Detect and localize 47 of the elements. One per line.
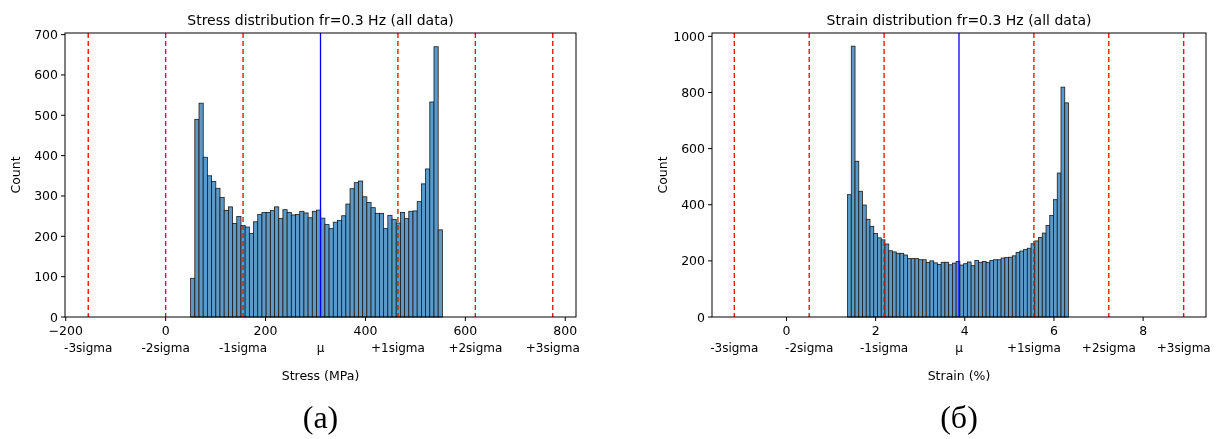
- y-tick-label: 200: [34, 228, 59, 244]
- ref-line-label: +2sigma: [448, 341, 503, 355]
- x-tick-label: 6: [1049, 323, 1058, 338]
- y-tick-label: 800: [681, 84, 706, 100]
- x-axis-title: Strain (%): [927, 368, 991, 383]
- ref-line-label: +2sigma: [1081, 341, 1136, 355]
- ref-line-label: +1sigma: [370, 341, 425, 355]
- ref-line-label: μ: [955, 341, 964, 355]
- x-tick-label: 8: [1139, 323, 1148, 338]
- x-axis-title: Stress (MPa): [281, 368, 360, 383]
- y-tick-label: 400: [681, 197, 706, 213]
- x-tick-label: 2: [871, 323, 880, 338]
- y-tick-label: 0: [697, 309, 706, 325]
- chart-title: Strain distribution fr=0.3 Hz (all data): [826, 12, 1092, 28]
- y-tick-label: 600: [34, 67, 59, 83]
- ref-line-label: -3sigma: [710, 341, 759, 355]
- y-axis-title: Count: [8, 156, 23, 194]
- x-tick-label: 4: [960, 323, 969, 338]
- y-tick-label: 400: [34, 148, 59, 164]
- y-axis-title: Count: [655, 156, 670, 194]
- text: (б): [940, 399, 978, 435]
- ref-line-label: +3sigma: [1156, 341, 1211, 355]
- text: (a): [302, 399, 339, 435]
- y-tick-label: 700: [34, 27, 59, 43]
- ref-line-label: +3sigma: [525, 341, 580, 355]
- x-tick-label: 200: [253, 323, 278, 338]
- x-tick-label: 0: [782, 323, 791, 338]
- x-tick-label: 800: [553, 323, 578, 338]
- x-tick-label: 600: [453, 323, 478, 338]
- ref-line-label: -2sigma: [141, 341, 190, 355]
- ref-line-label: +1sigma: [1006, 341, 1061, 355]
- x-tick-label: 0: [161, 323, 170, 338]
- y-tick-label: 200: [681, 253, 706, 269]
- y-tick-label: 100: [34, 269, 59, 285]
- ref-line-label: μ: [316, 341, 325, 355]
- y-tick-label: 300: [34, 188, 59, 204]
- y-tick-label: 0: [50, 309, 59, 325]
- chart-title: Stress distribution fr=0.3 Hz (all data): [187, 12, 454, 28]
- ref-line-label: -1sigma: [218, 341, 268, 355]
- y-tick-label: 500: [34, 107, 59, 123]
- y-tick-label: 1000: [673, 28, 706, 44]
- ref-line-label: -2sigma: [785, 341, 834, 355]
- ref-line-label: -3sigma: [64, 341, 113, 355]
- ref-line-label: -1sigma: [859, 341, 909, 355]
- x-tick-label: 400: [353, 323, 378, 338]
- x-tick-label: −200: [48, 323, 83, 338]
- y-tick-label: 600: [681, 141, 706, 157]
